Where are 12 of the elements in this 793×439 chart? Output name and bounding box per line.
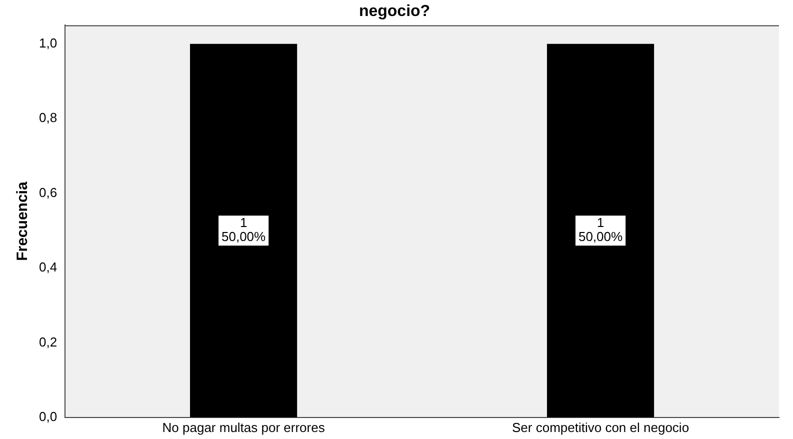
y-tick-label: 0,4: [38, 260, 58, 275]
x-tick-label: Ser competitivo con el negocio: [512, 420, 690, 435]
data-label: 1 50,00%: [578, 215, 624, 244]
data-label: 1 50,00%: [222, 215, 266, 244]
y-tick-label: 1,0: [38, 35, 58, 50]
y-tick-label: 0,8: [38, 110, 58, 126]
y-tick-label: 0,0: [38, 408, 58, 424]
y-axis-title: Frecuencia: [14, 181, 32, 261]
x-tick-label: No pagar multas por errores: [162, 420, 326, 435]
y-tick-label: 0,6: [38, 184, 58, 200]
chart-title: negocio?: [358, 3, 430, 20]
y-tick-label: 0,2: [38, 334, 58, 350]
